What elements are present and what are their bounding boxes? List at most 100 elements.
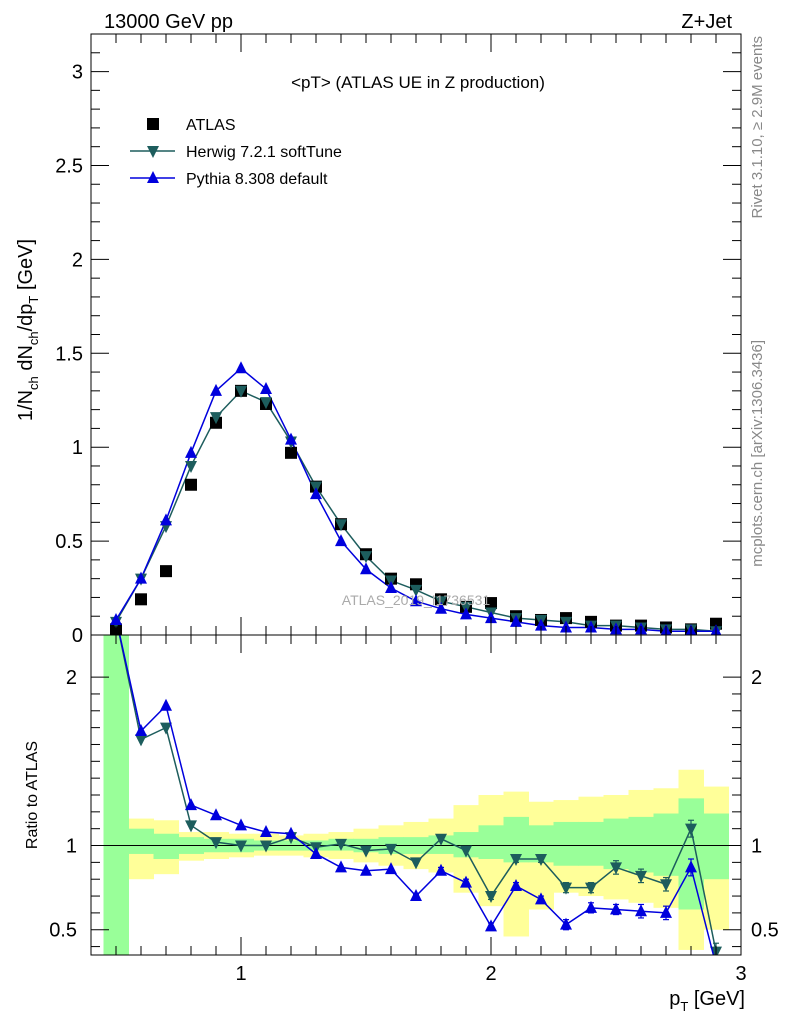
y-tick-label: 3 xyxy=(72,62,83,84)
y-tick-label: 1.5 xyxy=(55,343,83,365)
main-plot-y-label: 1/Nch dNch/dpT [GeV] xyxy=(15,239,41,421)
ratio-point xyxy=(535,854,547,866)
ratio-point xyxy=(685,860,697,873)
ratio-y-tick-label-right: 2 xyxy=(751,667,762,689)
legend-marker xyxy=(147,171,159,183)
rivet-version-label: Rivet 3.1.10, ≥ 2.9M events xyxy=(749,36,766,219)
stat-band-bin xyxy=(103,635,129,955)
ratio-y-tick-label: 1 xyxy=(66,836,77,858)
ratio-point xyxy=(160,722,172,735)
data-point xyxy=(385,581,397,594)
ratio-point xyxy=(535,892,547,905)
ratio-point xyxy=(360,845,372,858)
legend-label: Pythia 8.308 default xyxy=(186,171,328,188)
data-point xyxy=(285,446,297,459)
y-tick-label: 0.5 xyxy=(55,531,83,553)
ratio-point xyxy=(160,698,172,711)
y-tick-label: 0 xyxy=(72,625,83,647)
ratio-y-tick-label-right: 1 xyxy=(751,836,762,858)
ratio-point xyxy=(335,838,347,851)
ratio-point xyxy=(610,902,622,915)
ratio-point xyxy=(410,857,422,870)
data-point xyxy=(135,593,147,606)
ratio-point xyxy=(610,862,622,875)
ratio-point xyxy=(260,825,272,838)
ratio-point xyxy=(710,958,722,970)
ratio-point xyxy=(485,891,497,904)
ratio-point xyxy=(585,900,597,913)
data-point xyxy=(435,601,447,614)
ratio-point xyxy=(485,919,497,932)
stat-band-bin xyxy=(653,813,679,876)
ratio-point xyxy=(585,882,597,895)
data-point xyxy=(310,487,322,500)
legend-label: Herwig 7.2.1 softTune xyxy=(186,144,342,161)
ratio-point xyxy=(635,870,647,883)
stat-band-bin xyxy=(478,825,504,859)
y-tick-label: 2 xyxy=(72,249,83,271)
data-point xyxy=(485,597,497,610)
data-point xyxy=(185,478,197,491)
data-point xyxy=(160,513,172,526)
stat-band-bin xyxy=(703,813,729,880)
ratio-point xyxy=(360,863,372,876)
stat-band-bin xyxy=(628,816,654,873)
ratio-point xyxy=(510,854,522,866)
ratio-point xyxy=(510,878,522,891)
ratio-plot-panel: 0.5 0.5 1 1 2 2 1 2 3 Ratio to ATLAS pT [GeV] xyxy=(24,634,779,1014)
ratio-y-tick-label: 0.5 xyxy=(49,920,77,942)
ratio-point xyxy=(635,904,647,917)
data-point xyxy=(335,534,347,547)
ratio-point xyxy=(210,837,222,850)
ratio-point xyxy=(560,917,572,930)
legend-marker xyxy=(147,146,159,158)
stat-band-bin xyxy=(678,798,704,910)
main-plot-title: <pT> (ATLAS UE in Z production) xyxy=(291,73,545,92)
ratio-point xyxy=(410,889,422,902)
ratio-point xyxy=(385,843,397,856)
ratio-point xyxy=(435,863,447,876)
ratio-point xyxy=(460,845,472,858)
legend-label: ATLAS xyxy=(186,117,236,134)
ratio-point xyxy=(185,798,197,811)
data-point xyxy=(110,612,122,625)
stat-band-bin xyxy=(553,821,579,866)
ratio-point xyxy=(560,882,572,895)
header-left: 13000 GeV pp xyxy=(104,11,233,33)
data-point xyxy=(410,594,422,607)
stat-band-bin xyxy=(578,821,604,866)
data-point xyxy=(260,397,272,410)
ratio-point xyxy=(135,734,147,747)
data-point xyxy=(135,571,147,584)
ratio-point xyxy=(335,860,347,873)
stat-band-bin xyxy=(128,828,154,854)
ratio-y-tick-label-right: 0.5 xyxy=(751,920,779,942)
ratio-series-line xyxy=(118,635,715,955)
ratio-point xyxy=(660,879,672,892)
ratio-point xyxy=(685,823,697,836)
legend-marker xyxy=(147,118,159,130)
ratio-point xyxy=(185,820,197,833)
ratio-point xyxy=(385,862,397,875)
x-tick-label: 2 xyxy=(485,963,496,985)
x-tick-label: 1 xyxy=(235,963,246,985)
data-point xyxy=(285,432,297,445)
y-tick-label: 1 xyxy=(72,437,83,459)
ratio-series-line xyxy=(118,635,717,952)
ratio-point xyxy=(235,818,247,831)
data-point xyxy=(185,460,197,473)
ratio-point xyxy=(460,875,472,888)
data-point xyxy=(260,381,272,394)
x-axis-label: pT [GeV] xyxy=(669,988,745,1014)
ratio-point xyxy=(310,846,322,859)
data-point xyxy=(210,383,222,396)
data-point xyxy=(410,584,422,597)
data-point xyxy=(210,412,222,425)
x-tick-label: 3 xyxy=(735,963,746,985)
data-point xyxy=(510,614,522,627)
ratio-point xyxy=(260,840,272,853)
header-right: Z+Jet xyxy=(681,11,732,33)
data-point xyxy=(160,565,172,578)
legend: ATLAS Herwig 7.2.1 softTune Pythia 8.308 d… xyxy=(130,117,342,188)
ratio-point xyxy=(210,808,222,821)
